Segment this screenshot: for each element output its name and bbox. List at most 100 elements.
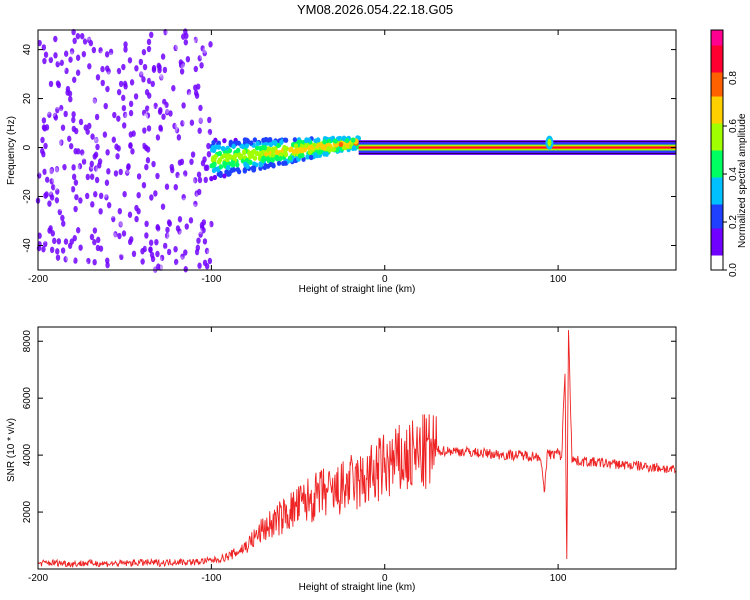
- heatmap-noise-cell: [197, 127, 202, 134]
- heatmap-noise-cell: [44, 260, 50, 267]
- heatmap-signal-cell: [213, 153, 218, 160]
- heatmap-signal-cell: [322, 139, 327, 145]
- heatmap-noise-cell: [203, 176, 208, 184]
- heatmap-noise-cell: [153, 58, 158, 66]
- heatmap-noise-cell: [144, 220, 149, 228]
- heatmap-noise-cell: [98, 108, 104, 115]
- heatmap-noise-cell: [197, 262, 202, 269]
- heatmap-noise-cell: [81, 135, 86, 142]
- heatmap-noise-cell: [92, 239, 97, 246]
- heatmap-noise-cell: [90, 133, 95, 140]
- heatmap-noise-cell: [142, 63, 148, 71]
- heatmap-noise-cell: [61, 65, 67, 72]
- heatmap-noise-cell: [159, 179, 164, 187]
- heatmap-noise-cell: [183, 170, 188, 177]
- heatmap-noise-cell: [119, 248, 125, 256]
- heatmap-noise-cell: [118, 42, 123, 49]
- heatmap-noise-cell: [53, 146, 59, 153]
- heatmap-noise-cell: [59, 139, 64, 146]
- heatmap-noise-cell: [182, 119, 187, 126]
- heatmap-noise-cell: [160, 248, 165, 255]
- heatmap-noise-cell: [142, 127, 147, 134]
- heatmap-signal-cell: [225, 164, 231, 171]
- heatmap-noise-cell: [92, 125, 97, 132]
- heatmap-noise-cell: [121, 104, 127, 112]
- heatmap-signal-cell: [326, 138, 332, 144]
- heatmap-noise-cell: [79, 215, 85, 223]
- heatmap-noise-cell: [150, 48, 155, 56]
- heatmap-noise-cell: [197, 176, 203, 184]
- heatmap-noise-cell: [125, 76, 131, 83]
- colorbar-segment: [711, 180, 723, 184]
- heatmap-noise-cell: [106, 123, 111, 130]
- heatmap-noise-cell: [41, 44, 47, 51]
- heatmap-noise-cell: [134, 215, 139, 223]
- heatmap-noise-cell: [187, 169, 192, 177]
- snr-y-tick-label: 4000: [22, 444, 33, 467]
- heatmap-noise-cell: [208, 241, 213, 249]
- heatmap-noise-cell: [192, 203, 198, 211]
- heatmap-noise-cell: [130, 50, 136, 57]
- heatmap-noise-cell: [70, 132, 75, 139]
- heatmap-noise-cell: [55, 248, 60, 255]
- heatmap-noise-cell: [193, 156, 198, 164]
- heatmap-signal-cell: [236, 140, 242, 146]
- heatmap-noise-cell: [87, 55, 93, 62]
- heatmap-noise-cell: [44, 98, 50, 106]
- heatmap-noise-cell: [43, 240, 48, 248]
- colorbar-segment: [711, 264, 723, 268]
- heatmap-noise-cell: [69, 48, 75, 55]
- heatmap-noise-cell: [61, 220, 66, 227]
- colorbar-segment: [711, 192, 723, 196]
- heatmap-noise-cell: [107, 233, 113, 240]
- colorbar-segment: [711, 30, 723, 34]
- heatmap-noise-cell: [126, 248, 131, 255]
- heatmap-noise-cell: [112, 111, 117, 119]
- heatmap-noise-cell: [164, 108, 170, 116]
- heatmap-noise-cell: [132, 165, 138, 173]
- heatmap-noise-cell: [193, 65, 199, 73]
- heatmap-noise-cell: [115, 97, 120, 105]
- colorbar-segment: [711, 51, 723, 55]
- heatmap-signal-cell: [282, 137, 288, 143]
- heatmap-noise-cell: [144, 144, 149, 152]
- heatmap-signal-cell: [279, 152, 284, 158]
- heatmap-signal-cell: [305, 154, 310, 160]
- heatmap-noise-cell: [96, 236, 101, 244]
- heatmap-noise-cell: [90, 112, 96, 119]
- heatmap-signal-cell: [231, 143, 236, 149]
- heatmap-signal-cell: [350, 137, 356, 143]
- heatmap-noise-cell: [105, 65, 110, 72]
- heatmap-noise-cell: [92, 97, 97, 104]
- heatmap-noise-cell: [206, 132, 211, 140]
- colorbar-segment: [711, 132, 723, 136]
- colorbar-segment: [711, 57, 723, 61]
- colorbar-segment: [711, 249, 723, 253]
- heatmap-noise-cell: [198, 116, 203, 123]
- heatmap-noise-cell: [87, 63, 92, 70]
- heatmap-noise-cell: [181, 197, 187, 204]
- heatmap-noise-cell: [61, 83, 67, 91]
- heatmap-noise-cell: [204, 247, 210, 255]
- heatmap-noise-cell: [124, 113, 129, 120]
- heatmap-noise-cell: [45, 176, 50, 183]
- figure-title: YM08.2026.054.22.18.G05: [296, 2, 454, 17]
- heatmap-noise-cell: [71, 164, 76, 171]
- heatmap-noise-cell: [72, 37, 77, 45]
- heatmap-noise-cell: [41, 117, 47, 124]
- heatmap-noise-cell: [99, 107, 104, 114]
- snr-plot-background: [38, 327, 676, 569]
- heatmap-noise-cell: [108, 60, 113, 68]
- heatmap-noise-cell: [60, 214, 65, 222]
- colorbar-segment: [711, 72, 723, 76]
- heatmap-noise-cell: [169, 73, 174, 80]
- heatmap-noise-cell: [55, 159, 60, 166]
- colorbar-segment: [711, 114, 723, 118]
- heatmap-noise-cell: [40, 156, 45, 163]
- heatmap-noise-cell: [132, 119, 137, 127]
- heatmap-noise-cell: [67, 255, 73, 263]
- heatmap-noise-cell: [162, 242, 168, 250]
- heatmap-noise-cell: [193, 264, 198, 271]
- heatmap-noise-cell: [104, 179, 110, 186]
- heatmap-noise-cell: [196, 237, 201, 244]
